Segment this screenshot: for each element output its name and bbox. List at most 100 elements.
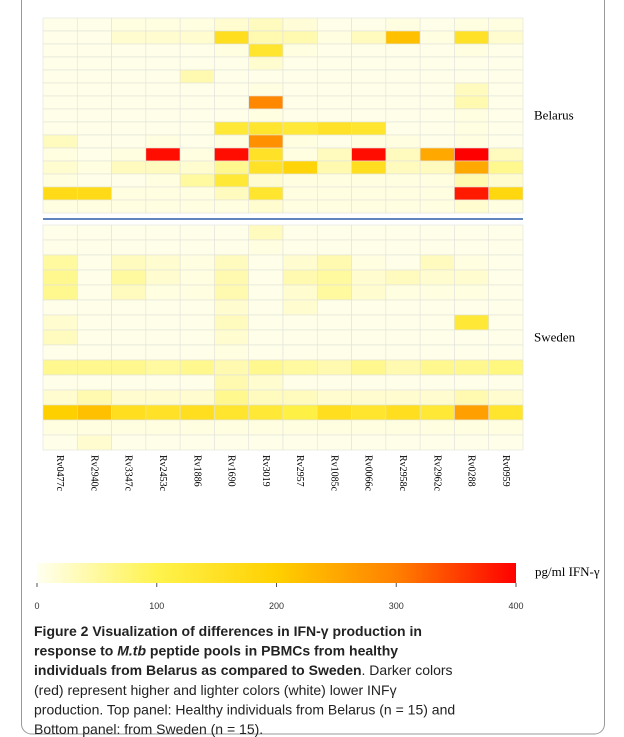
heat-cell (488, 239, 524, 256)
heat-cell (214, 419, 250, 436)
heat-cell (282, 404, 318, 421)
heat-cell (111, 329, 147, 346)
heat-cell (179, 434, 215, 451)
heat-cell (179, 43, 215, 58)
heat-cell (282, 173, 318, 188)
heat-cell (282, 299, 318, 316)
heat-cell (76, 389, 112, 406)
heat-cell (42, 56, 78, 71)
heat-cell (419, 56, 455, 71)
heat-cell (316, 359, 352, 376)
heat-cell (316, 419, 352, 436)
heat-cell (111, 389, 147, 406)
heat-cell (76, 147, 112, 162)
caption-text: . Darker colors (362, 662, 453, 678)
heat-cell (179, 359, 215, 376)
heat-cell (351, 284, 387, 301)
heat-cell (488, 147, 524, 162)
heat-cell (282, 284, 318, 301)
heat-cell (248, 404, 284, 421)
heat-cell (76, 43, 112, 58)
heat-cell (145, 173, 181, 188)
heat-cell (282, 239, 318, 256)
heat-cell (385, 329, 421, 346)
heat-cell (248, 239, 284, 256)
heat-cell (248, 186, 284, 201)
heat-cell (179, 30, 215, 45)
heat-cell (316, 224, 352, 241)
heat-cell (385, 199, 421, 214)
heat-cell (145, 254, 181, 271)
panel-label: Sweden (534, 330, 576, 345)
heat-cell (111, 269, 147, 286)
heat-cell (488, 359, 524, 376)
heat-cell (454, 254, 490, 271)
heat-cell (42, 95, 78, 110)
heat-cell (179, 284, 215, 301)
heat-cell (282, 419, 318, 436)
heat-cell (76, 95, 112, 110)
heat-cell (454, 43, 490, 58)
heat-cell (419, 404, 455, 421)
heat-cell (76, 69, 112, 84)
caption-line: Bottom panel: from Sweden (n = 15). (34, 721, 263, 737)
heat-cell (145, 404, 181, 421)
heat-cell (76, 134, 112, 149)
heat-cell (488, 314, 524, 331)
heat-cell (454, 389, 490, 406)
heat-cell (248, 419, 284, 436)
column-label: Rv2957 (294, 455, 305, 487)
heat-cell (488, 224, 524, 241)
heat-cell (454, 147, 490, 162)
heat-cell (179, 69, 215, 84)
heat-cell (316, 30, 352, 45)
heat-cell (419, 17, 455, 32)
heat-cell (419, 239, 455, 256)
heat-cell (488, 56, 524, 71)
heat-cell (145, 160, 181, 175)
heat-cell (214, 239, 250, 256)
caption-text: peptide pools in PBMCs from healthy (146, 643, 398, 659)
heat-cell (282, 389, 318, 406)
heat-cell (76, 419, 112, 436)
heat-cell (248, 329, 284, 346)
heat-cell (42, 147, 78, 162)
heat-cell (42, 108, 78, 123)
heat-cell (454, 434, 490, 451)
panel-label: Belarus (534, 108, 574, 123)
heat-cell (145, 56, 181, 71)
heat-cell (419, 82, 455, 97)
heat-cell (351, 43, 387, 58)
heat-cell (351, 186, 387, 201)
heat-cell (214, 69, 250, 84)
heat-cell (145, 186, 181, 201)
heat-cell (488, 404, 524, 421)
heat-cell (179, 95, 215, 110)
heat-cell (76, 344, 112, 361)
colorbar-tick-label: 400 (508, 601, 523, 611)
heat-cell (351, 56, 387, 71)
heat-cell (419, 314, 455, 331)
heat-cell (316, 108, 352, 123)
heat-cell (419, 359, 455, 376)
heat-cell (111, 121, 147, 136)
heat-cell (145, 374, 181, 391)
heat-cell (248, 284, 284, 301)
heat-cell (179, 82, 215, 97)
heat-cell (454, 95, 490, 110)
heat-cell (111, 299, 147, 316)
caption-line: individuals from Belarus as compared to … (34, 662, 453, 678)
heat-cell (454, 69, 490, 84)
heat-cell (419, 224, 455, 241)
heat-cell (316, 284, 352, 301)
heat-cell (454, 160, 490, 175)
heat-cell (42, 82, 78, 97)
heat-cell (419, 389, 455, 406)
heat-cell (316, 434, 352, 451)
heat-cell (214, 17, 250, 32)
heat-cell (179, 389, 215, 406)
heat-cell (385, 284, 421, 301)
caption-line: production. Top panel: Healthy individua… (34, 701, 455, 717)
heat-cell (385, 269, 421, 286)
heat-cell (248, 95, 284, 110)
